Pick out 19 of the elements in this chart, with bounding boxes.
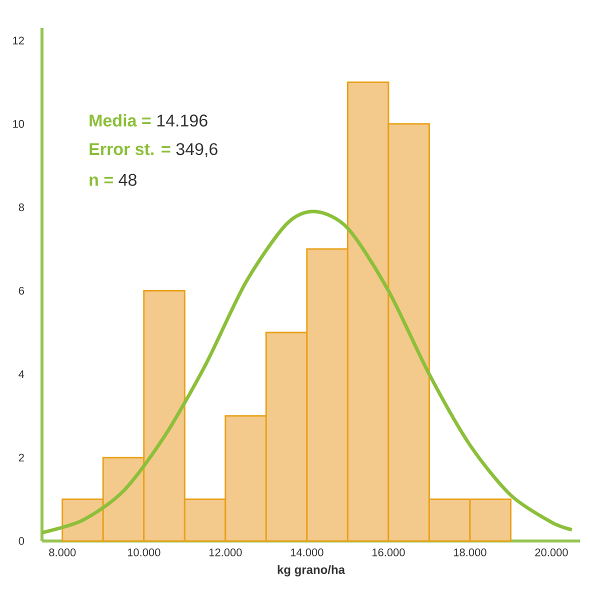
line-series	[40, 210, 574, 534]
x-tick-label: 10.000	[128, 548, 160, 556]
x-tick-label: 20.000	[535, 548, 568, 556]
y-tick-label: 4	[18, 370, 24, 378]
y-tick-label: 2	[18, 454, 24, 462]
y-tick-label: 12	[13, 36, 24, 44]
y-tick-label: 10	[13, 120, 24, 128]
x-tick-label: 14.000	[290, 548, 324, 556]
x-tick-label: 18.000	[454, 548, 486, 556]
y-tick-label: 6	[18, 286, 24, 295]
x-tick-label: 12.000	[209, 548, 242, 556]
annotation: n = 48	[90, 174, 136, 186]
y-tick-label: 8	[18, 203, 24, 212]
x-axis-title: kg grano/ha	[278, 565, 346, 576]
x-tick-label: 8.000	[49, 548, 76, 556]
annotation: Media = 14.196	[90, 114, 208, 127]
x-tick-label: 16.000	[372, 548, 405, 556]
y-tick-label: 0	[18, 537, 24, 545]
annotation: Error st. = 349,6	[90, 143, 218, 158]
